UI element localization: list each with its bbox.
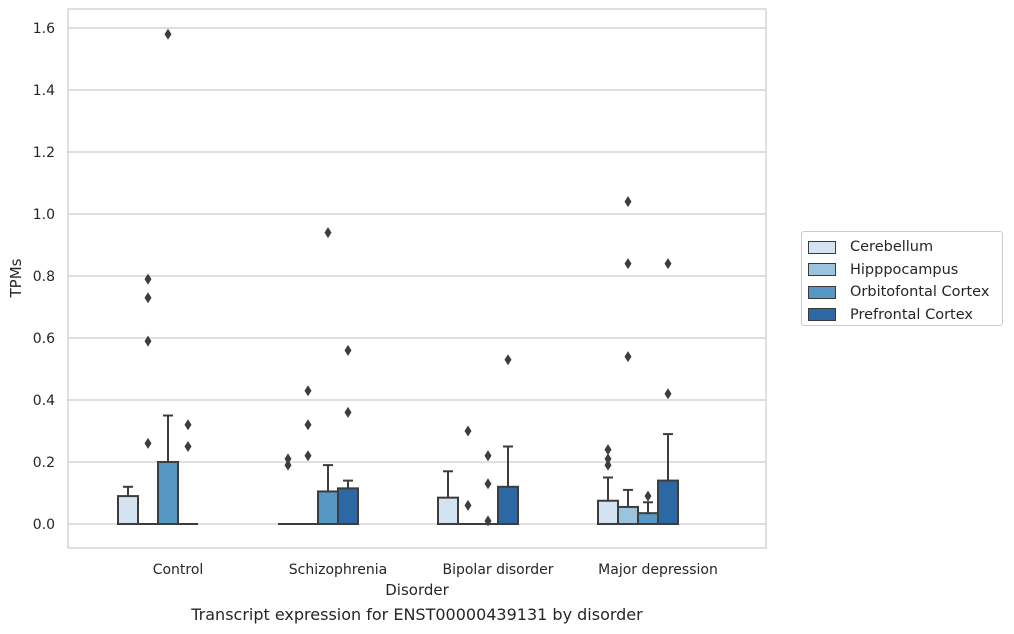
chart-caption: Transcript expression for ENST0000043913… <box>191 605 643 624</box>
legend-item-hipppocampus: Hipppocampus <box>808 259 1002 282</box>
y-tick-label-5: 1.0 <box>33 207 55 223</box>
flier-2-1-0 <box>324 227 332 239</box>
box-rect-2-0 <box>157 461 179 525</box>
box-0-0 <box>117 485 139 526</box>
box-rect-3-1 <box>337 487 359 526</box>
box-1-1 <box>298 385 318 525</box>
x-tick-label-0: Control <box>153 562 204 578</box>
flier-3-1-1 <box>344 344 352 356</box>
x-tick-label-3: Major depression <box>598 562 718 578</box>
gridlines <box>68 27 766 525</box>
flier-3-1-0 <box>344 406 352 418</box>
flier-1-0-2 <box>144 292 152 304</box>
box-0-1 <box>278 453 298 525</box>
legend-item-prefrontal-cortex: Prefrontal Cortex <box>808 304 1002 327</box>
legend: Cerebellum Hipppocampus Orbitofontal Cor… <box>801 231 1003 326</box>
box-2-1 <box>317 227 339 526</box>
x-tick-label-2: Bipolar disorder <box>442 562 553 578</box>
flier-3-3-1 <box>664 258 672 270</box>
flier-0-1-1 <box>284 453 292 465</box>
flier-1-1-1 <box>304 419 312 431</box>
y-tick-label-0: 0.0 <box>33 517 55 533</box>
box-rect-0-2 <box>437 496 459 525</box>
legend-item-orbitofontal-cortex: Orbitofontal Cortex <box>808 281 1002 304</box>
legend-swatch-hipppocampus <box>808 263 836 277</box>
box-2-3 <box>637 490 659 526</box>
flier-1-0-3 <box>144 273 152 285</box>
flier-1-3-1 <box>624 258 632 270</box>
legend-label-orbitofontal-cortex: Orbitofontal Cortex <box>850 284 990 301</box>
box-rect-1-3 <box>617 505 639 526</box>
flier-1-1-2 <box>304 385 312 397</box>
flier-0-3-1 <box>604 453 612 465</box>
legend-label-hipppocampus: Hipppocampus <box>850 261 959 278</box>
flier-1-3-2 <box>624 196 632 208</box>
flier-1-2-0 <box>464 499 472 511</box>
box-rect-3-2 <box>497 485 519 525</box>
legend-swatch-orbitofontal-cortex <box>808 285 836 299</box>
flier-3-3-0 <box>664 388 672 400</box>
box-1-2 <box>458 425 478 525</box>
y-tick-label-7: 1.4 <box>33 83 55 99</box>
y-axis-title: TPMs <box>7 258 25 298</box>
legend-swatch-cerebellum <box>808 240 836 254</box>
y-tick-label-4: 0.8 <box>33 269 55 285</box>
box-3-3 <box>657 258 679 526</box>
y-tick-label-3: 0.6 <box>33 331 55 347</box>
flier-3-0-0 <box>184 441 192 452</box>
flier-2-2-0 <box>484 515 492 527</box>
flier-2-2-2 <box>484 450 492 462</box>
y-tick-label-8: 1.6 <box>33 21 55 37</box>
box-layer <box>117 28 679 527</box>
flier-2-0-0 <box>164 28 172 40</box>
box-0-3 <box>597 444 619 525</box>
flier-3-2-0 <box>504 354 512 366</box>
box-2-2 <box>478 450 498 527</box>
y-tick-labels: 0.0 0.2 0.4 0.6 0.8 1.0 1.2 1.4 1.6 <box>33 21 55 533</box>
legend-label-cerebellum: Cerebellum <box>850 239 934 256</box>
y-tick-label-6: 1.2 <box>33 145 55 161</box>
flier-2-3-0 <box>644 490 652 502</box>
x-tick-labels: Control Schizophrenia Bipolar disorder Majo… <box>153 562 718 578</box>
flier-3-0-1 <box>184 419 192 431</box>
box-1-0 <box>138 273 158 525</box>
flier-1-3-0 <box>624 351 632 363</box>
flier-1-0-0 <box>144 437 152 449</box>
x-axis-title: Disorder <box>385 581 449 599</box>
legend-label-prefrontal-cortex: Prefrontal Cortex <box>850 306 973 323</box>
legend-swatch-prefrontal-cortex <box>808 308 836 322</box>
box-2-0 <box>157 28 179 525</box>
x-tick-label-1: Schizophrenia <box>289 562 387 578</box>
box-rect-2-1 <box>317 490 339 526</box>
box-rect-2-3 <box>637 512 659 526</box>
y-tick-label-2: 0.4 <box>33 393 55 409</box>
box-1-3 <box>617 196 639 526</box>
flier-0-3-2 <box>604 444 612 456</box>
legend-item-cerebellum: Cerebellum <box>808 236 1002 259</box>
box-0-2 <box>437 470 459 525</box>
box-rect-0-0 <box>117 495 139 526</box>
flier-1-1-0 <box>304 450 312 462</box>
flier-1-0-1 <box>144 335 152 347</box>
box-3-0 <box>178 419 198 525</box>
box-rect-0-3 <box>597 499 619 525</box>
flier-1-2-1 <box>464 425 472 437</box>
plot-frame <box>67 8 767 549</box>
flier-2-2-1 <box>484 478 492 490</box>
box-3-2 <box>497 354 519 525</box>
flier-0-1-0 <box>284 459 292 471</box>
box-rect-3-3 <box>657 479 679 526</box>
box-3-1 <box>337 344 359 526</box>
y-tick-label-1: 0.2 <box>33 455 55 471</box>
flier-0-3-0 <box>604 459 612 471</box>
